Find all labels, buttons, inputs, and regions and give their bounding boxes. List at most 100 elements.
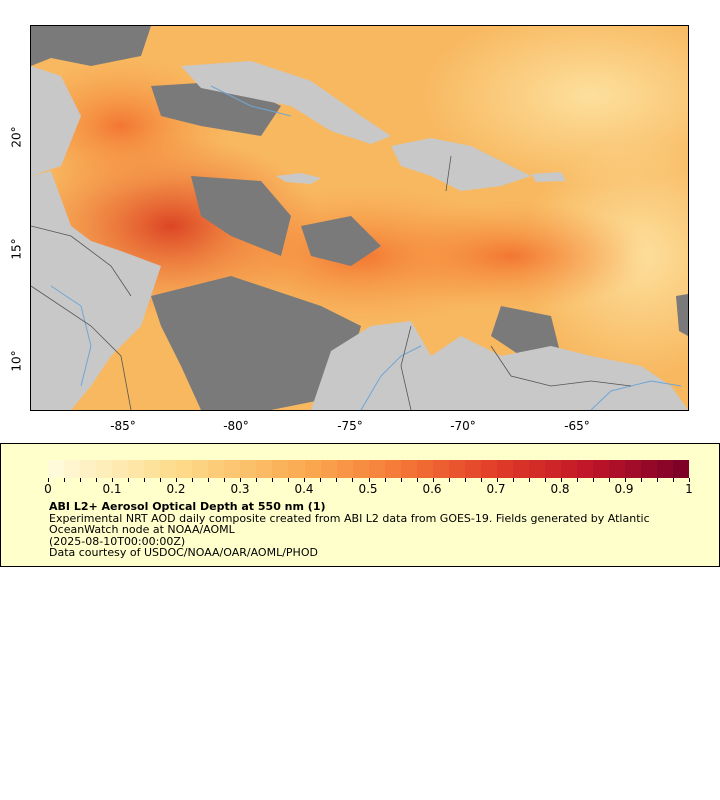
colorbar-swatch [96,460,113,478]
colorbar-swatch [176,460,193,478]
colorbar-swatch [336,460,353,478]
land-jamaica [276,173,321,184]
colorbar-tick [272,478,274,482]
colorbar-tick [352,478,354,482]
legend-title: ABI L2+ Aerosol Optical Depth at 550 nm … [49,500,326,513]
legend-credit: Data courtesy of USDOC/NOAA/OAR/AOML/PHO… [49,546,318,559]
aerosol-map [31,26,688,410]
colorbar-tick [528,478,530,482]
colorbar-swatch [544,460,561,478]
colorbar-tick [624,478,626,482]
river-line [50,285,92,387]
colorbar-tick [160,478,162,482]
river-line [360,345,422,410]
colorbar-label: 0.5 [358,482,378,496]
colorbar-ticks [48,478,690,486]
colorbar-swatch [80,460,97,478]
no-data-region-southwest [151,276,361,410]
colorbar-swatch [64,460,81,478]
colorbar-swatch [448,460,465,478]
river-line [210,85,292,117]
colorbar-tick [128,478,130,482]
colorbar-swatch [112,460,129,478]
colorbar-tick [384,478,386,482]
colorbar-label: 0.7 [486,482,506,496]
colorbar-swatch [593,460,610,478]
colorbar-swatch [144,460,161,478]
no-data-region-central [191,176,291,256]
colorbar-tick [304,478,306,482]
colorbar-tick [48,478,49,482]
colorbar-tick [176,478,178,482]
colorbar-swatch [464,460,481,478]
x-axis-label: -80° [223,419,249,433]
colorbar-tick [689,478,690,482]
colorbar-tick [336,478,338,482]
map-panel [30,25,689,411]
y-axis-label: 20° [9,126,24,148]
y-axis-label: 15° [9,238,24,260]
land-hispaniola [391,138,531,191]
legend-panel: 0 0.1 0.2 0.3 0.4 0.5 0.6 0.7 0.8 0.9 1 … [0,443,720,567]
colorbar-tick [432,478,434,482]
border-line [31,225,132,297]
colorbar-tick [608,478,610,482]
colorbar-tick [464,478,466,482]
colorbar-tick [400,478,402,482]
colorbar-swatch [224,460,241,478]
colorbar-swatch [240,460,257,478]
colorbar-swatch [384,460,401,478]
colorbar-swatch [400,460,417,478]
colorbar-label: 0.6 [422,482,442,496]
colorbar-label: 0.8 [550,482,570,496]
colorbar-tick [448,478,450,482]
legend-text: ABI L2+ Aerosol Optical Depth at 550 nm … [49,501,699,559]
y-axis-label: 10° [9,350,24,372]
colorbar-swatch [625,460,642,478]
aod-high-east [371,201,651,311]
colorbar-swatch [128,460,145,478]
colorbar-label: 0.3 [230,482,250,496]
legend-time: (2025-08-10T00:00:00Z) [49,534,186,548]
colorbar-tick [288,478,290,482]
colorbar-swatch [416,460,433,478]
colorbar-swatch [609,460,626,478]
x-axis-label: -85° [110,419,136,433]
colorbar-swatch [320,460,337,478]
colorbar-label: 0 [44,482,52,496]
x-axis-label: -65° [564,419,590,433]
land-cuba [181,61,391,144]
colorbar [48,460,690,478]
colorbar-label: 0.1 [102,482,122,496]
colorbar-label: 0.9 [614,482,634,496]
colorbar-tick [576,478,578,482]
colorbar-swatch [288,460,305,478]
colorbar-tick [112,478,114,482]
land-yucatan [31,66,81,176]
colorbar-swatch [480,460,497,478]
colorbar-tick [192,478,194,482]
colorbar-tick [224,478,226,482]
colorbar-tick [656,478,658,482]
colorbar-tick [672,478,674,482]
colorbar-tick [560,478,562,482]
colorbar-swatch [208,460,225,478]
colorbar-swatch [256,460,273,478]
border-line [400,325,412,410]
no-data-region-east [676,294,688,336]
colorbar-swatch [48,460,65,478]
colorbar-tick [368,478,370,482]
colorbar-tick [144,478,146,482]
colorbar-tick [256,478,258,482]
colorbar-swatch [304,460,321,478]
colorbar-label: 0.2 [166,482,186,496]
colorbar-swatch [561,460,578,478]
colorbar-label: 0.4 [294,482,314,496]
colorbar-swatch [657,460,674,478]
colorbar-tick [320,478,322,482]
colorbar-swatch [577,460,594,478]
no-data-region-colombia [491,306,561,356]
colorbar-tick [544,478,546,482]
border-line [31,285,132,410]
colorbar-swatch [641,460,658,478]
